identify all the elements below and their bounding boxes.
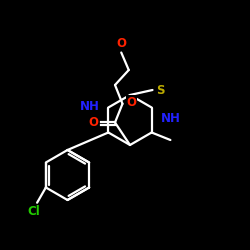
Text: O: O <box>116 37 126 50</box>
Text: NH: NH <box>80 100 100 113</box>
Text: Cl: Cl <box>27 205 40 218</box>
Text: S: S <box>156 84 165 96</box>
Text: NH: NH <box>160 112 180 126</box>
Text: O: O <box>89 116 99 129</box>
Text: O: O <box>126 96 136 109</box>
